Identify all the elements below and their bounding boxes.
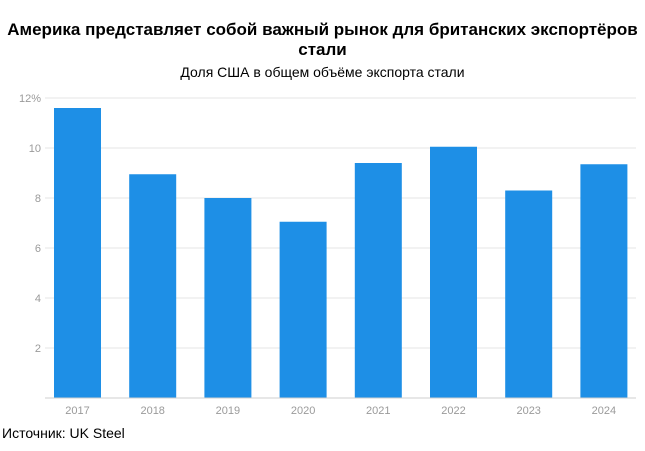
x-tick-label: 2024 [592, 405, 616, 417]
bars [54, 108, 628, 398]
x-tick-label: 2021 [366, 405, 390, 417]
chart-subtitle: Доля США в общем объёме экспорта стали [180, 64, 465, 80]
chart-title: Америка представляет собой важный рынок … [7, 20, 638, 59]
bar-2023 [505, 190, 553, 398]
bar-2017 [54, 108, 101, 398]
x-tick-label: 2017 [65, 405, 89, 417]
y-tick-label: 4 [35, 293, 41, 305]
y-tick-label: 6 [35, 243, 41, 255]
y-tick-label: 8 [35, 193, 41, 205]
y-tick-label: 2 [35, 343, 41, 355]
x-tick-labels: 2017 2018 2019 2020 2021 2022 2023 2024 [65, 405, 616, 417]
bar-2019 [204, 198, 252, 398]
x-tick-label: 2023 [516, 405, 540, 417]
x-tick-label: 2018 [140, 405, 164, 417]
bar-2018 [129, 174, 177, 398]
y-tick-labels: 2 4 6 8 10 12% [19, 93, 41, 355]
bar-2024 [580, 164, 628, 398]
bar-2020 [279, 221, 327, 398]
x-tick-label: 2022 [441, 405, 465, 417]
bar-2022 [430, 146, 477, 398]
bar-2021 [354, 163, 402, 398]
y-tick-label: 12% [19, 93, 41, 105]
source-note: Источник: UK Steel [2, 425, 125, 441]
y-tick-label: 10 [29, 143, 41, 155]
x-tick-label: 2019 [216, 405, 240, 417]
x-tick-label: 2020 [291, 405, 315, 417]
